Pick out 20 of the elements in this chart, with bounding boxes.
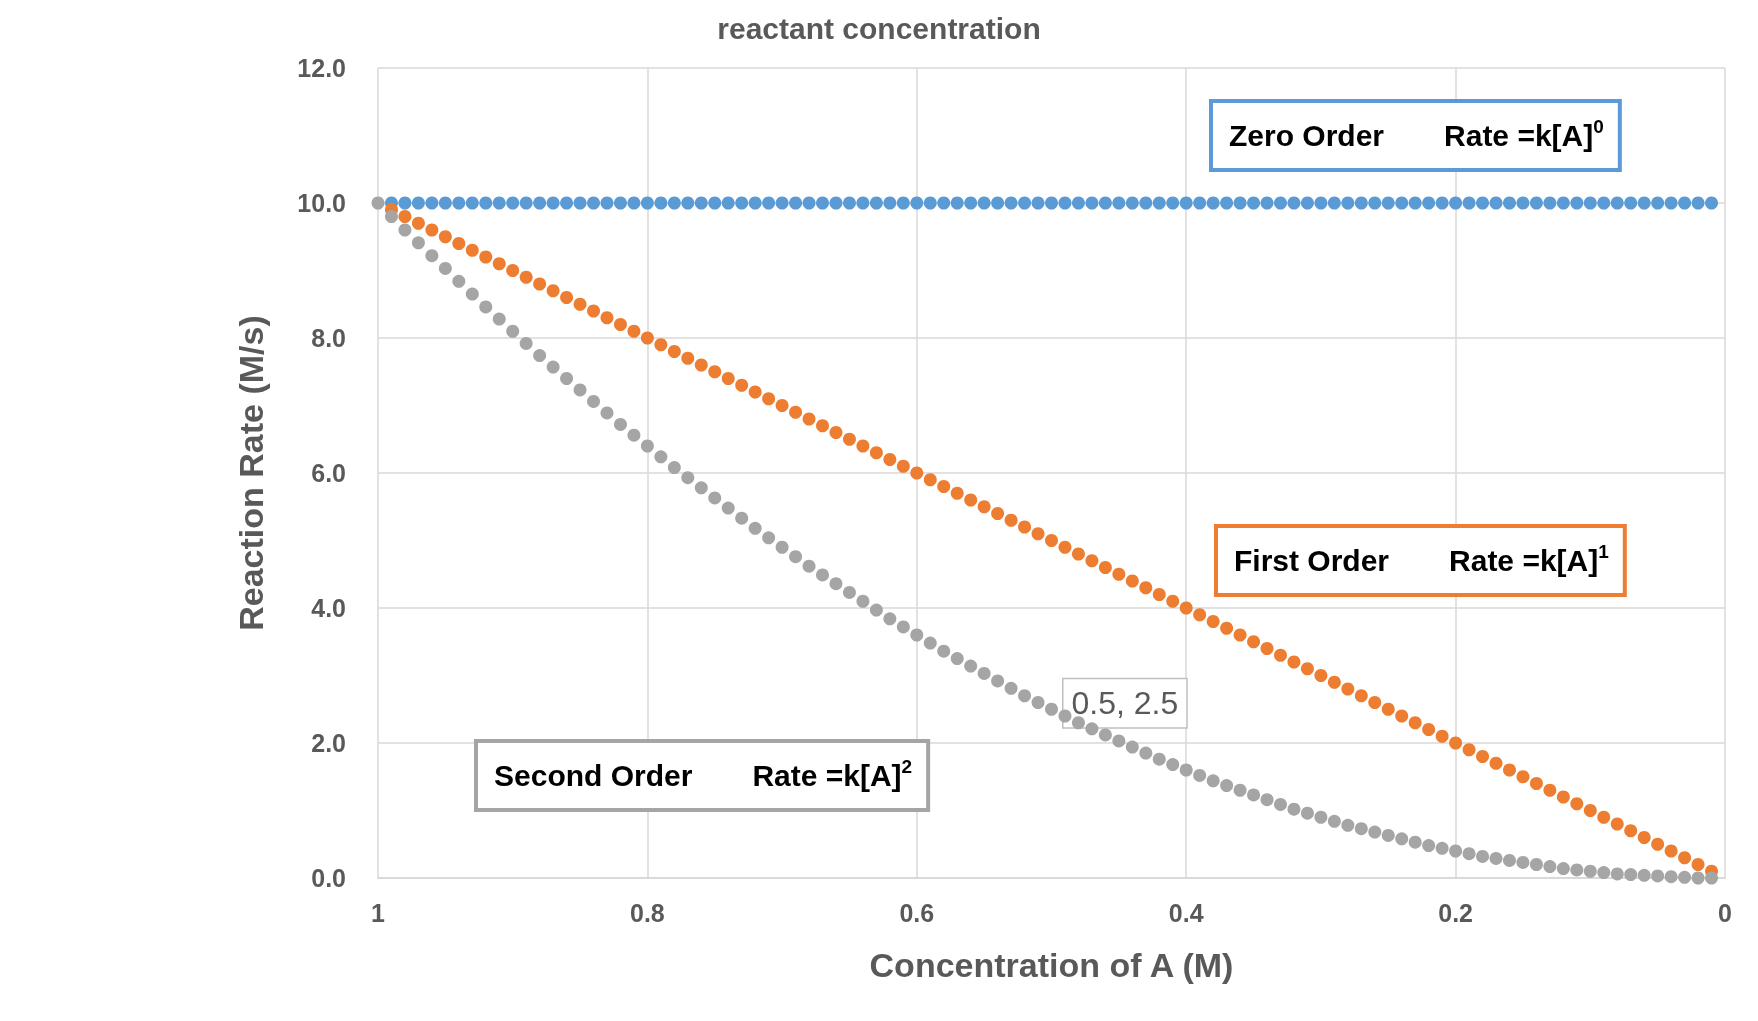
chart-title: reactant concentration	[717, 11, 1041, 45]
x-tick-label: 0	[1718, 898, 1732, 927]
text: Second Order	[494, 759, 693, 792]
y-tick-label: 12.0	[297, 54, 346, 82]
x-tick-label: 0.2	[1438, 898, 1473, 927]
y-axis-title: Reaction Rate (M/s)	[232, 315, 270, 631]
y-tick-label: 8.0	[311, 324, 346, 352]
y-tick-label: 6.0	[311, 459, 346, 487]
series-label: Zero Order	[1229, 119, 1385, 152]
x-tick-label: 0.8	[630, 898, 665, 927]
y-tick-label: 4.0	[311, 594, 346, 622]
y-tick-label: 10.0	[297, 189, 346, 217]
x-axis-title: Concentration of A (M)	[869, 946, 1234, 984]
x-tick-label: 0.6	[899, 898, 935, 927]
x-tick-label: 1	[371, 898, 386, 927]
y-tick-label: 0.0	[311, 864, 346, 892]
y-tick-label: 2.0	[311, 729, 346, 757]
annotation: 0.5, 2.5	[1071, 685, 1179, 722]
series-label: First Order	[1234, 544, 1390, 577]
x-tick-label: 0.4	[1168, 898, 1204, 927]
